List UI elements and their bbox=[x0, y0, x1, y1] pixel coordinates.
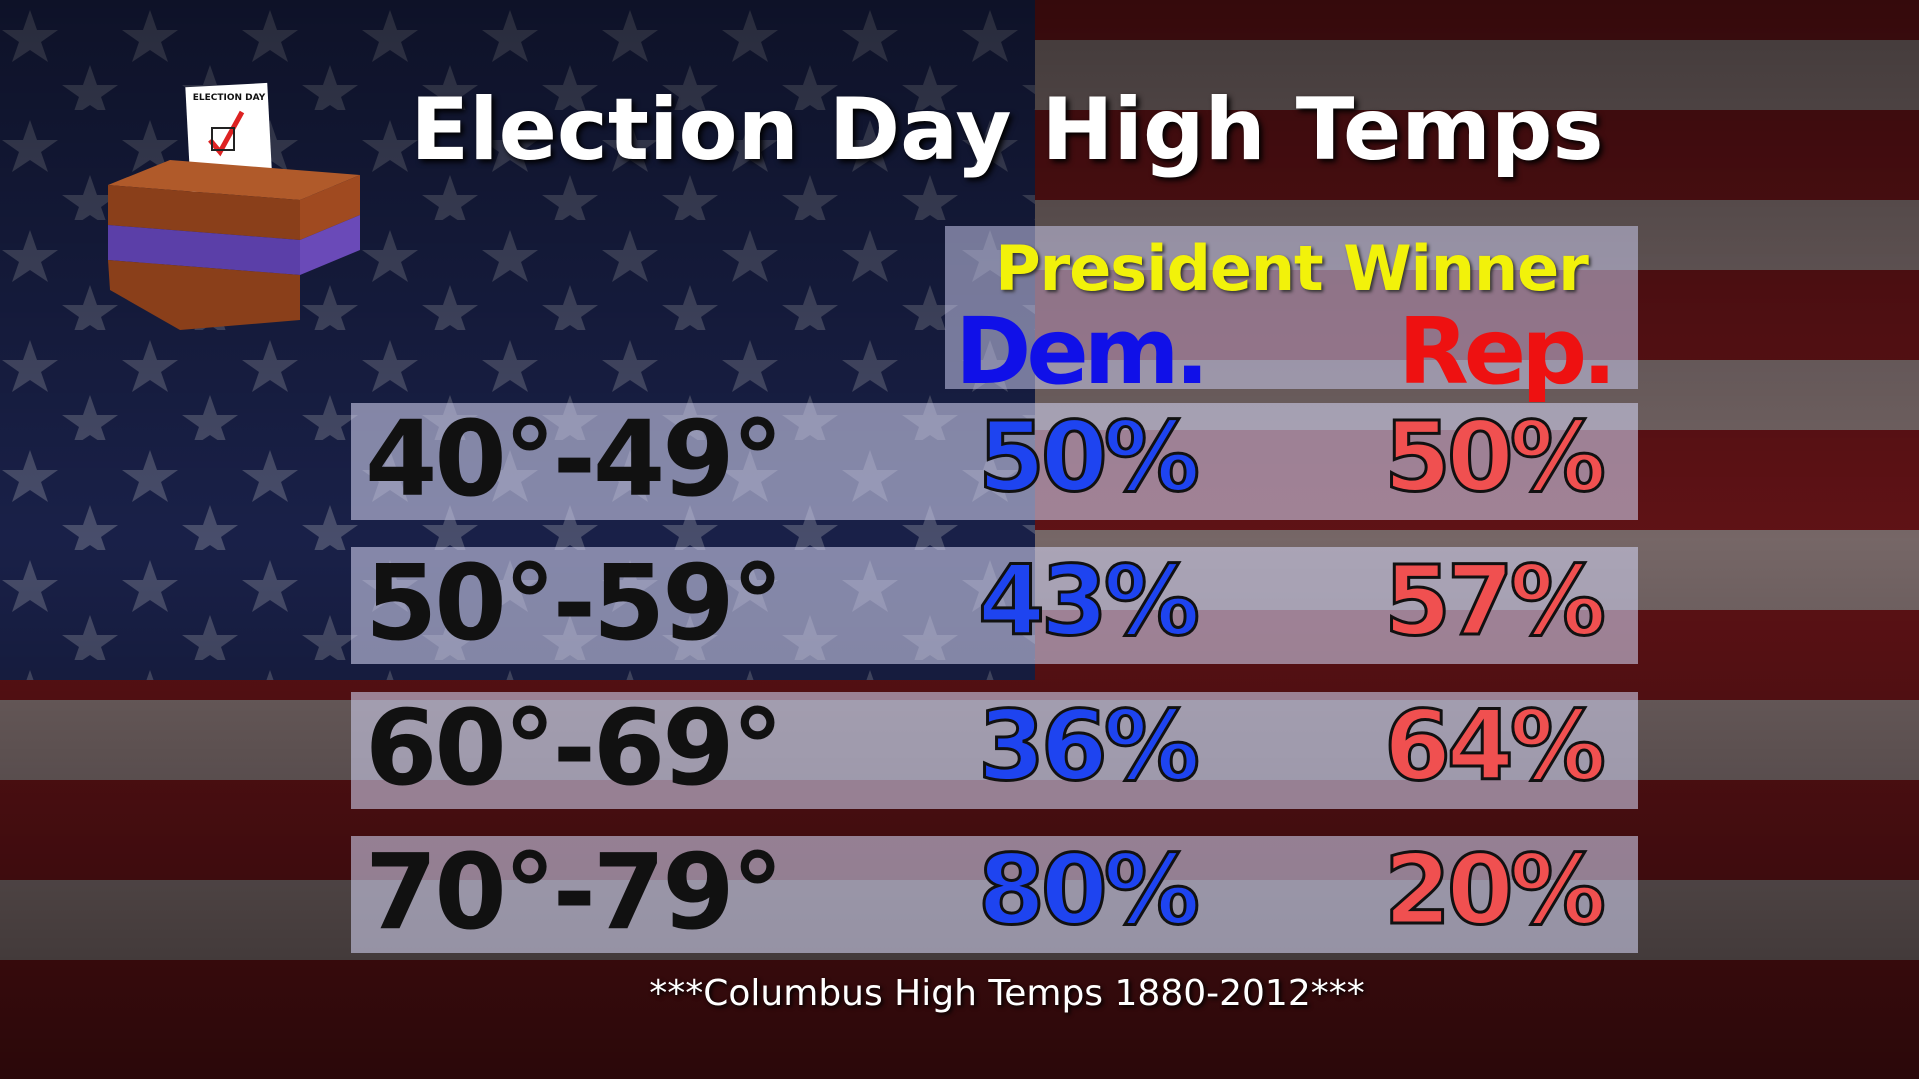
title: Election Day High Temps bbox=[410, 80, 1604, 180]
temp-range: 40°-49° bbox=[365, 398, 784, 520]
table-row bbox=[351, 836, 1638, 953]
header-box bbox=[945, 226, 1638, 389]
group-header: President Winner bbox=[995, 232, 1589, 305]
table-row bbox=[351, 547, 1638, 664]
rep-percent: 64% bbox=[1383, 689, 1608, 804]
footnote: ***Columbus High Temps 1880-2012*** bbox=[649, 973, 1365, 1014]
rep-percent: 57% bbox=[1383, 544, 1608, 659]
dem-percent: 43% bbox=[977, 544, 1202, 659]
dem-percent: 80% bbox=[977, 833, 1202, 948]
temp-range: 50°-59° bbox=[365, 542, 784, 664]
dem-percent: 50% bbox=[977, 400, 1202, 515]
table-row bbox=[351, 692, 1638, 809]
dem-percent: 36% bbox=[977, 689, 1202, 804]
rep-percent: 20% bbox=[1383, 833, 1608, 948]
temp-range: 70°-79° bbox=[365, 831, 784, 953]
rep-percent: 50% bbox=[1383, 400, 1608, 515]
column-header: Rep. bbox=[1397, 298, 1617, 405]
icon-label: ELECTION DAY bbox=[193, 93, 266, 103]
column-header: Dem. bbox=[955, 298, 1210, 405]
ballot-box-icon: ELECTION DAY bbox=[108, 82, 360, 330]
temp-range: 60°-69° bbox=[365, 687, 784, 809]
table-row bbox=[351, 403, 1638, 520]
